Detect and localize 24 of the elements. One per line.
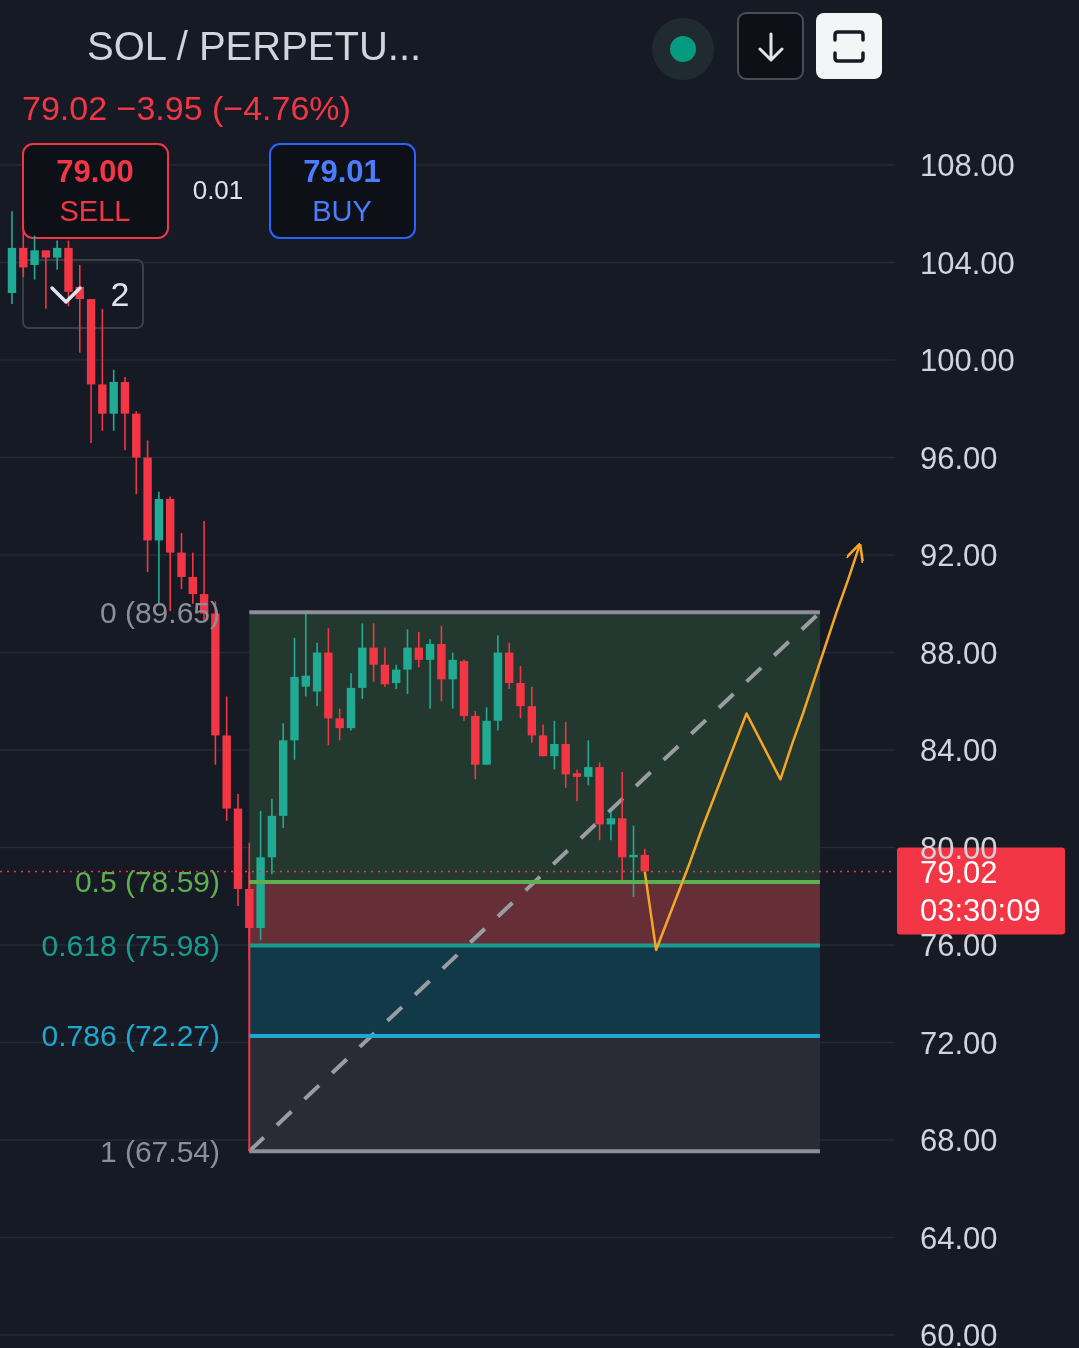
text: 79.02 −3.95 (−4.76%) <box>22 89 351 127</box>
ref-line-label: 0.5 (78.59) <box>74 865 220 899</box>
y-tick-label: 64.00 <box>920 1220 998 1256</box>
ref-line-label: 0.786 (72.27) <box>41 1019 220 1053</box>
y-tick-label: 84.00 <box>920 733 998 769</box>
y-tick-label: 68.00 <box>920 1123 998 1159</box>
annotation: 0.01 <box>192 175 244 205</box>
annotation: SELL <box>59 195 131 227</box>
annotation: 79.00 <box>56 154 134 189</box>
ref-line-label: 0.618 (75.98) <box>41 929 220 963</box>
y-tick-label: 72.00 <box>920 1025 998 1061</box>
annotation: 2 <box>110 275 130 313</box>
y-tick-label: 76.00 <box>920 928 998 964</box>
y-tick-label: 108.00 <box>920 148 1015 184</box>
y-tick-label: 88.00 <box>920 635 998 671</box>
text: SOL / PERPETU... <box>87 24 422 68</box>
y-tick-label: 92.00 <box>920 538 998 574</box>
annotation: 79.01 <box>303 154 381 189</box>
ref-line-label: 1 (67.54) <box>99 1134 220 1168</box>
y-tick-label: 100.00 <box>920 343 1015 379</box>
y-tick-label: 96.00 <box>920 440 998 476</box>
annotation: BUY <box>312 195 372 227</box>
y-tick-label: 104.00 <box>920 245 1015 281</box>
y-tick-label: 60.00 <box>920 1318 998 1348</box>
